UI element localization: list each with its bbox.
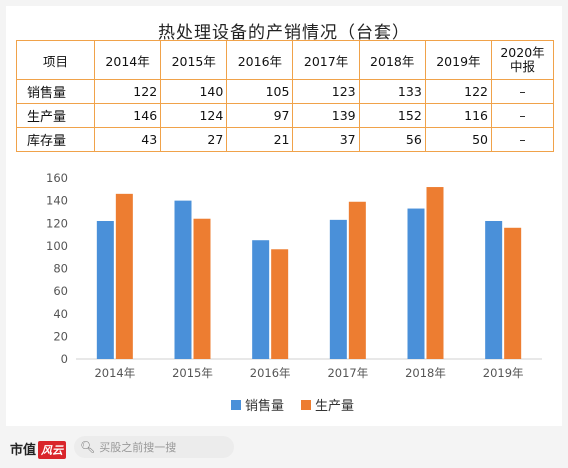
bar-sales	[96, 220, 114, 359]
table-cell: 21	[226, 127, 294, 152]
table-cell: 56	[358, 127, 426, 152]
table-cell: 122	[424, 79, 493, 104]
y-tick-label: 20	[53, 329, 68, 343]
bar-sales	[252, 240, 270, 359]
y-tick-label: 140	[46, 194, 68, 208]
row-label: 销售量	[16, 79, 95, 104]
search-box[interactable]: 🔍︎ 买股之前搜一搜	[74, 436, 234, 458]
bar-production	[504, 227, 522, 359]
table-header-cell: 2018年	[358, 40, 426, 80]
bar-chart: 0 20 40 60 80 100 120 140 160 2014年 2015年 2016年 2017…	[46, 171, 542, 414]
table-cell: 105	[226, 79, 294, 104]
x-tick-label: 2014年	[94, 366, 135, 380]
row-label: 库存量	[16, 127, 95, 152]
footer-bar: 市值 风云 🔍︎ 买股之前搜一搜	[0, 430, 568, 468]
brand-mark: 风云	[38, 441, 67, 459]
table-cell: 27	[160, 127, 228, 152]
bar-sales	[329, 219, 347, 359]
x-tick-label: 2019年	[483, 366, 524, 380]
table-header-cell: 2019年	[424, 40, 493, 80]
table-header-cell-last: 2020年 中报	[491, 40, 554, 80]
table-row: 库存量 43 27 21 37 56 50 –	[16, 127, 554, 152]
header-line: 中报	[509, 59, 535, 74]
y-tick-label: 80	[53, 262, 68, 276]
y-tick-label: 100	[46, 239, 68, 253]
bar-production	[193, 218, 211, 359]
x-tick-label: 2015年	[172, 366, 213, 380]
search-placeholder: 买股之前搜一搜	[99, 441, 177, 454]
table-cell: 97	[226, 103, 294, 128]
chart-card: 热处理设备的产销情况（台套） 项目 2014年 2015年 2016年 2017…	[6, 6, 562, 426]
brand-logo: 市值 风云	[10, 439, 67, 459]
table-cell: 50	[424, 127, 493, 152]
bar-sales	[174, 200, 192, 359]
table-cell: 43	[93, 127, 162, 152]
y-tick-label: 0	[61, 352, 68, 366]
data-table: 项目 2014年 2015年 2016年 2017年 2018年 2019年 2…	[16, 40, 554, 152]
legend-swatch	[301, 400, 311, 410]
table-header-cell: 2015年	[160, 40, 228, 80]
legend-swatch	[231, 400, 241, 410]
table-cell: 122	[93, 79, 162, 104]
legend-label: 生产量	[315, 399, 354, 414]
table-header-row: 项目 2014年 2015年 2016年 2017年 2018年 2019年 2…	[16, 40, 554, 80]
table-cell: 139	[292, 103, 360, 128]
table-cell: –	[491, 79, 554, 104]
x-tick-label: 2017年	[327, 366, 368, 380]
bar-production	[115, 193, 133, 359]
bar-production	[426, 187, 444, 359]
legend-label: 销售量	[245, 398, 284, 414]
x-tick-label: 2018年	[405, 366, 446, 380]
table-header-cell: 2017年	[292, 40, 360, 80]
bar-sales	[485, 220, 503, 359]
table-cell: 123	[292, 79, 360, 104]
y-tick-label: 160	[46, 171, 68, 185]
search-icon: 🔍︎	[80, 440, 96, 454]
table-cell: 140	[160, 79, 228, 104]
table-cell: 152	[358, 103, 426, 128]
table-cell: –	[491, 127, 554, 152]
bar-production	[348, 201, 366, 359]
header-line: 2020年	[500, 45, 545, 60]
table-header-cell: 项目	[16, 40, 95, 80]
bar-production	[271, 249, 289, 359]
table-header-cell: 2016年	[226, 40, 294, 80]
table-cell: –	[491, 103, 554, 128]
table-cell: 146	[93, 103, 162, 128]
table-cell: 37	[292, 127, 360, 152]
row-label: 生产量	[16, 103, 95, 128]
table-cell: 133	[358, 79, 426, 104]
y-tick-label: 40	[53, 307, 68, 321]
brand-text: 市值	[10, 443, 37, 458]
table-row: 生产量 146 124 97 139 152 116 –	[16, 103, 554, 128]
bar-sales	[407, 208, 425, 359]
table-cell: 124	[160, 103, 228, 128]
y-tick-label: 120	[46, 216, 68, 230]
table-header-cell: 2014年	[93, 40, 162, 80]
table-row: 销售量 122 140 105 123 133 122 –	[16, 79, 554, 104]
y-tick-label: 60	[53, 284, 68, 298]
page-title: 热处理设备的产销情况（台套）	[158, 23, 410, 43]
table-cell: 116	[424, 103, 493, 128]
x-tick-label: 2016年	[250, 366, 291, 380]
